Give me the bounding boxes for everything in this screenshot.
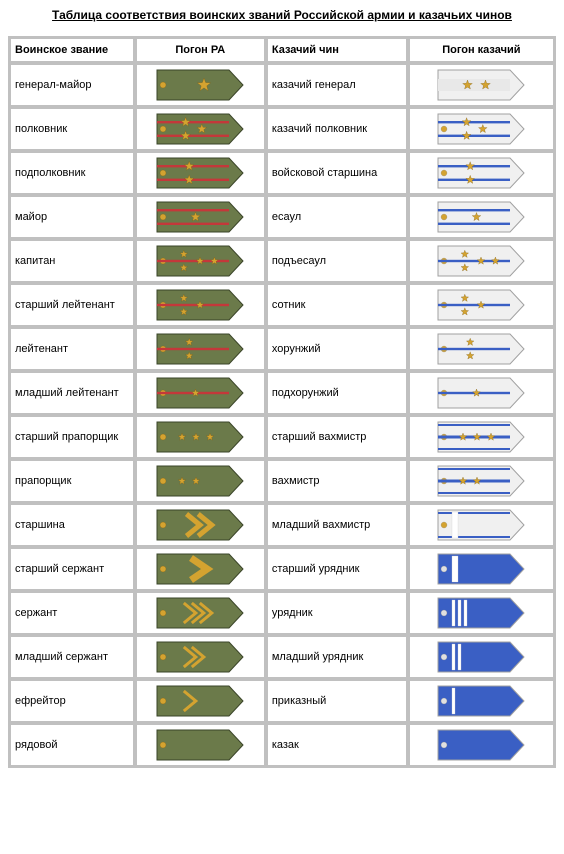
- epaulet-ra-cell: [136, 416, 265, 458]
- table-row: рядовой казак: [10, 724, 554, 766]
- epaulet-cossack-cell: [409, 592, 554, 634]
- cossack-rank-cell: младший урядник: [267, 636, 407, 678]
- table-row: старший лейтенант сотник: [10, 284, 554, 326]
- epaulet-ra-cell: [136, 196, 265, 238]
- cossack-rank-cell: хорунжий: [267, 328, 407, 370]
- epaulet-ra-cell: [136, 240, 265, 282]
- rank-cell: младший сержант: [10, 636, 134, 678]
- rank-cell: майор: [10, 196, 134, 238]
- rank-cell: старший сержант: [10, 548, 134, 590]
- epaulet-cossack-cell: [409, 240, 554, 282]
- table-row: старший сержант старший урядник: [10, 548, 554, 590]
- epaulet-ra-cell: [136, 548, 265, 590]
- epaulet-cossack-cell: [409, 196, 554, 238]
- epaulet-ra-cell: [136, 372, 265, 414]
- rank-cell: рядовой: [10, 724, 134, 766]
- table-header-row: Воинское звание Погон РА Казачий чин Пог…: [10, 38, 554, 62]
- epaulet-cossack-cell: [409, 636, 554, 678]
- epaulet-cossack-cell: [409, 64, 554, 106]
- epaulet-cossack-cell: [409, 680, 554, 722]
- cossack-rank-cell: младший вахмистр: [267, 504, 407, 546]
- epaulet-cossack-cell: [409, 724, 554, 766]
- rank-cell: младший лейтенант: [10, 372, 134, 414]
- epaulet-ra-cell: [136, 328, 265, 370]
- table-row: старшина младший вахмистр: [10, 504, 554, 546]
- epaulet-ra-cell: [136, 724, 265, 766]
- cossack-rank-cell: старший вахмистр: [267, 416, 407, 458]
- epaulet-ra-cell: [136, 284, 265, 326]
- rank-cell: подполковник: [10, 152, 134, 194]
- cossack-rank-cell: войсковой старшина: [267, 152, 407, 194]
- epaulet-cossack-cell: [409, 416, 554, 458]
- table-row: сержант урядник: [10, 592, 554, 634]
- epaulet-ra-cell: [136, 504, 265, 546]
- cossack-rank-cell: казачий полковник: [267, 108, 407, 150]
- rank-cell: старший прапорщик: [10, 416, 134, 458]
- epaulet-cossack-cell: [409, 108, 554, 150]
- table-row: генерал-майор казачий генерал: [10, 64, 554, 106]
- epaulet-cossack-cell: [409, 372, 554, 414]
- table-row: прапорщик вахмистр: [10, 460, 554, 502]
- rank-cell: прапорщик: [10, 460, 134, 502]
- rank-cell: старший лейтенант: [10, 284, 134, 326]
- epaulet-cossack-cell: [409, 284, 554, 326]
- header-epaulet-cossack: Погон казачий: [409, 38, 554, 62]
- cossack-rank-cell: сотник: [267, 284, 407, 326]
- table-row: подполковник войсковой старшина: [10, 152, 554, 194]
- page-title: Таблица соответствия воинских званий Рос…: [8, 8, 556, 22]
- epaulet-ra-cell: [136, 64, 265, 106]
- header-cossack-rank: Казачий чин: [267, 38, 407, 62]
- table-row: капитан подъесаул: [10, 240, 554, 282]
- epaulet-ra-cell: [136, 636, 265, 678]
- table-row: младший лейтенант подхорунжий: [10, 372, 554, 414]
- cossack-rank-cell: вахмистр: [267, 460, 407, 502]
- header-rank: Воинское звание: [10, 38, 134, 62]
- table-row: ефрейтор приказный: [10, 680, 554, 722]
- epaulet-ra-cell: [136, 592, 265, 634]
- epaulet-cossack-cell: [409, 460, 554, 502]
- epaulet-ra-cell: [136, 460, 265, 502]
- epaulet-cossack-cell: [409, 328, 554, 370]
- table-row: майор есаул: [10, 196, 554, 238]
- rank-cell: сержант: [10, 592, 134, 634]
- rank-cell: полковник: [10, 108, 134, 150]
- rank-cell: генерал-майор: [10, 64, 134, 106]
- cossack-rank-cell: подъесаул: [267, 240, 407, 282]
- ranks-table: Воинское звание Погон РА Казачий чин Пог…: [8, 36, 556, 768]
- cossack-rank-cell: казачий генерал: [267, 64, 407, 106]
- cossack-rank-cell: есаул: [267, 196, 407, 238]
- rank-cell: лейтенант: [10, 328, 134, 370]
- header-epaulet-ra: Погон РА: [136, 38, 265, 62]
- epaulet-cossack-cell: [409, 504, 554, 546]
- rank-cell: старшина: [10, 504, 134, 546]
- cossack-rank-cell: подхорунжий: [267, 372, 407, 414]
- table-row: младший сержант младший урядник: [10, 636, 554, 678]
- epaulet-ra-cell: [136, 680, 265, 722]
- table-row: полковник казачий полковник: [10, 108, 554, 150]
- rank-cell: капитан: [10, 240, 134, 282]
- epaulet-cossack-cell: [409, 548, 554, 590]
- epaulet-ra-cell: [136, 108, 265, 150]
- table-row: старший прапорщик старший вахмистр: [10, 416, 554, 458]
- epaulet-cossack-cell: [409, 152, 554, 194]
- table-row: лейтенант хорунжий: [10, 328, 554, 370]
- cossack-rank-cell: урядник: [267, 592, 407, 634]
- cossack-rank-cell: старший урядник: [267, 548, 407, 590]
- cossack-rank-cell: казак: [267, 724, 407, 766]
- epaulet-ra-cell: [136, 152, 265, 194]
- cossack-rank-cell: приказный: [267, 680, 407, 722]
- rank-cell: ефрейтор: [10, 680, 134, 722]
